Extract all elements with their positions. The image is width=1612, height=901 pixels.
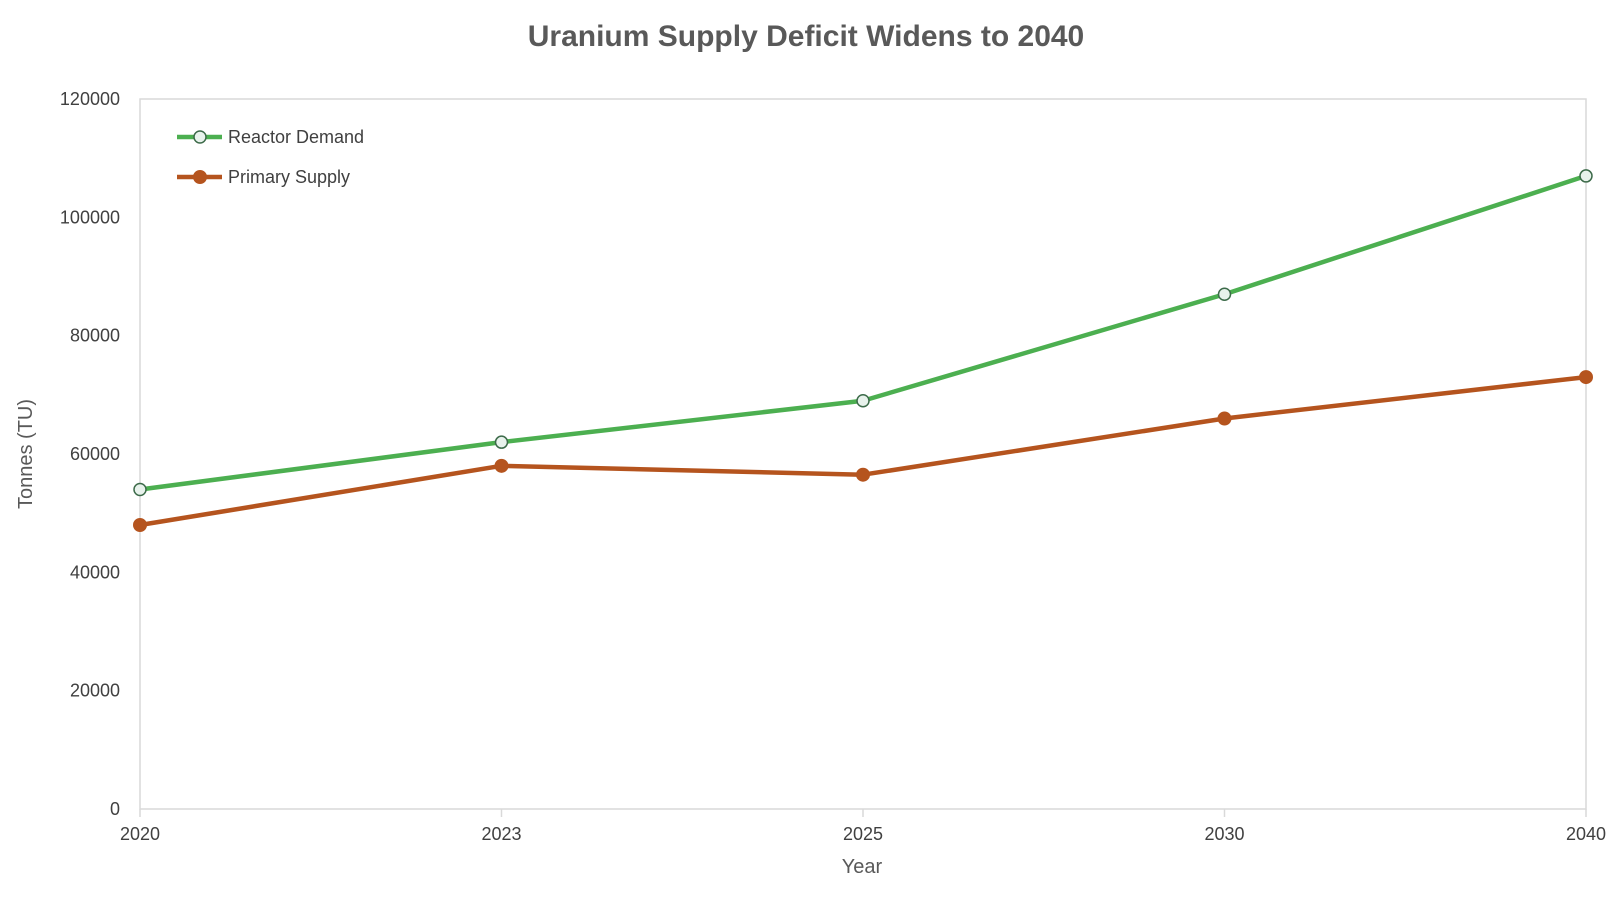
x-tick-label: 2025 [843,824,883,844]
series-line-reactor-demand [137,173,1589,492]
y-tick-label: 100000 [60,207,120,227]
legend-label-reactor-demand: Reactor Demand [228,127,364,147]
plot-border [139,98,1587,810]
legend-label-primary-supply: Primary Supply [228,167,350,187]
x-axis-title: Year [842,856,883,878]
data-point-primary-supply [856,467,870,482]
x-tick-label: 2023 [481,824,521,844]
x-tick-label: 2030 [1204,824,1244,844]
chart-title: Uranium Supply Deficit Widens to 2040 [528,20,1085,53]
data-point-reactor-demand [856,394,870,408]
y-axis-title: Tonnes (TU) [15,399,37,509]
data-point-primary-supply [133,518,147,532]
y-axis-ticks: 0 20000 40000 60000 80000 100000 120000 [60,89,120,819]
y-tick-label: 80000 [70,326,120,346]
x-tick-label: 2020 [120,824,160,844]
data-point-reactor-demand [1217,287,1232,301]
legend: Reactor Demand Primary Supply [177,127,364,187]
y-tick-label: 20000 [70,681,120,701]
data-point-primary-supply [1579,370,1593,385]
series-layer [133,169,1593,532]
legend-marker [193,170,207,184]
data-point-primary-supply [1217,411,1232,426]
data-point-reactor-demand [494,435,509,449]
plot-area [139,98,1587,810]
x-tick-label: 2040 [1566,824,1606,844]
data-point-primary-supply [494,458,509,473]
data-point-reactor-demand [133,482,147,497]
legend-marker [193,130,207,144]
y-tick-label: 60000 [70,444,120,464]
y-tick-label: 120000 [60,89,120,109]
y-tick-label: 0 [110,799,120,819]
y-tick-label: 40000 [70,562,120,582]
x-axis-ticks: 2020 2023 2025 2030 2040 [120,809,1606,844]
data-point-reactor-demand [1579,169,1593,183]
